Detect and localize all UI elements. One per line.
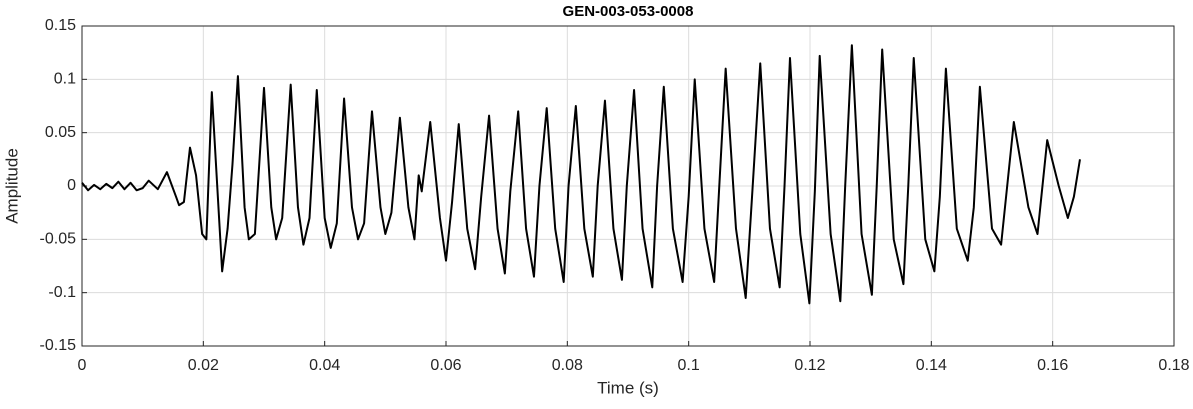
- x-tick-label: 0.06: [430, 357, 461, 374]
- x-tick-label: 0.02: [188, 357, 219, 374]
- x-tick-label: 0: [78, 357, 87, 374]
- x-tick-label: 0.18: [1158, 357, 1189, 374]
- x-axis-label: Time (s): [597, 378, 659, 397]
- plot-frame: [81, 25, 1175, 347]
- y-tick-label: -0.05: [40, 231, 77, 248]
- x-tick-label: 0.08: [552, 357, 583, 374]
- x-tick-label: 0.1: [678, 357, 700, 374]
- y-axis-label: Amplitude: [2, 148, 21, 224]
- x-tick-label: 0.04: [309, 357, 340, 374]
- y-tick-label: 0.05: [45, 124, 76, 141]
- y-tick-label: 0: [67, 177, 76, 194]
- chart-title: GEN-003-053-0008: [563, 3, 694, 20]
- y-tick-label: -0.1: [48, 284, 76, 301]
- y-tick-label: -0.15: [40, 337, 77, 354]
- waveform-line: [81, 44, 1081, 305]
- x-tick-label: 0.16: [1037, 357, 1068, 374]
- y-tick-label: 0.15: [45, 17, 76, 34]
- x-tick-label: 0.12: [794, 357, 825, 374]
- x-tick-label: 0.14: [916, 357, 947, 374]
- y-tick-label: 0.1: [54, 71, 76, 88]
